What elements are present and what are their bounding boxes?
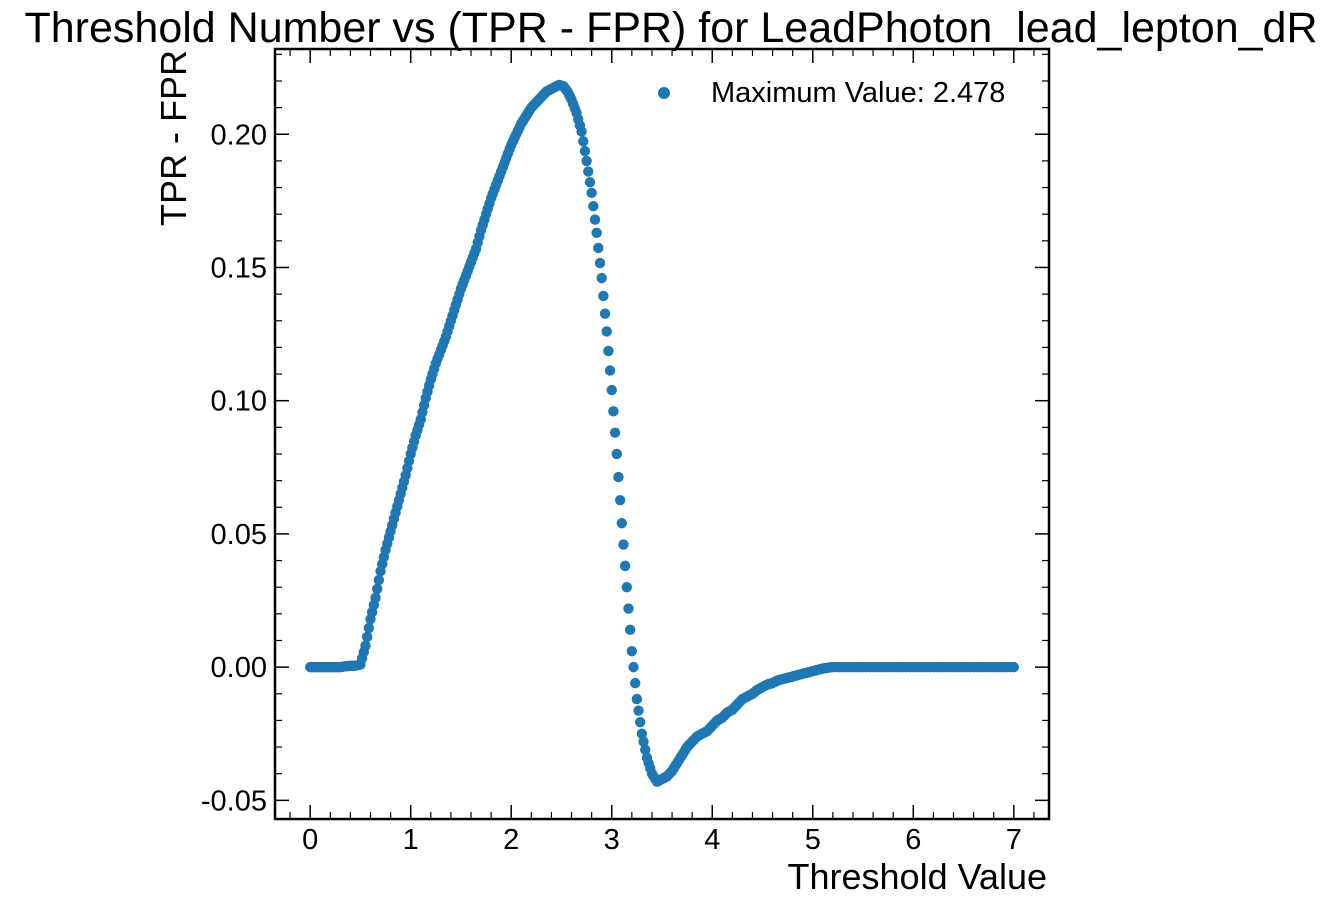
data-point-fill [628,661,639,673]
data-point-fill [599,308,611,319]
x-tick-label: 6 [905,824,921,856]
x-tick-label: 3 [604,824,620,856]
x-tick-label: 0 [302,824,318,856]
data-point [601,326,612,337]
plot-marks [304,79,1020,787]
x-tick-label: 1 [403,824,419,856]
data-point-fill [584,177,596,188]
y-axis-label: TPR - FPR [153,50,194,226]
data-point-fill [593,242,604,254]
data-point [606,384,617,396]
data-point [611,448,622,460]
data-point-fill [629,677,641,689]
data-point [370,592,381,604]
legend-marker [658,87,670,99]
data-point-fill [588,200,599,212]
data-point [626,645,638,657]
data-point [631,693,643,705]
y-tick-label: 0.20 [211,119,267,151]
x-tick-label: 5 [805,824,821,856]
data-point-fill [609,427,621,438]
y-tick-label: 0.05 [211,519,267,551]
legend-label: Maximum Value: 2.478 [711,77,1005,109]
data-point [581,155,592,167]
data-point-fill [640,744,651,755]
x-axis-label: Threshold Value [788,856,1048,897]
data-point [576,126,587,137]
data-point-fill [361,631,373,643]
x-tick-label: 4 [704,824,720,856]
x-tick-label: 2 [503,824,519,856]
data-point-fill [608,406,619,417]
data-point-fill [589,214,601,225]
data-point-fill [633,705,644,716]
data-point-fill [583,166,594,177]
ticks-layer: 0 1 2 3 4 5 6 7 -0.05 0.00 0.05 0.10 0.15 0.20 [201,49,1049,856]
data-point [360,640,371,652]
data-point [591,227,602,239]
data-point [1008,661,1020,673]
data-point-fill [635,716,646,728]
data-point-fill [623,603,634,614]
data-point-fill [594,257,606,269]
x-tick-label: 7 [1006,824,1022,856]
data-point-fill [618,539,629,550]
data-point [636,728,648,739]
data-point [586,187,597,199]
data-point-fill [363,622,375,634]
data-point [621,582,633,593]
data-point-fill [614,494,626,506]
data-point [596,272,607,284]
data-point-fill [373,574,385,586]
data-point-fill [619,560,631,572]
legend: Maximum Value: 2.478 [658,77,1005,109]
chart-title: Threshold Number vs (TPR - FPR) for Lead… [24,4,1317,52]
y-tick-label: 0.15 [211,252,267,284]
plot-frame [273,47,1051,821]
y-tick-label: 0.10 [211,386,267,418]
data-point-fill [638,736,649,747]
data-point-fill [579,145,591,157]
data-point-fill [624,624,636,636]
y-tick-label: -0.05 [201,785,267,817]
data-point-fill [371,583,383,595]
data-point-fill [598,290,609,302]
data-point-fill [613,471,624,483]
data-point [616,518,627,529]
data-point-fill [578,136,589,147]
data-point-fill [604,365,616,376]
y-tick-label: 0.00 [211,652,267,684]
data-point-fill [603,345,614,357]
